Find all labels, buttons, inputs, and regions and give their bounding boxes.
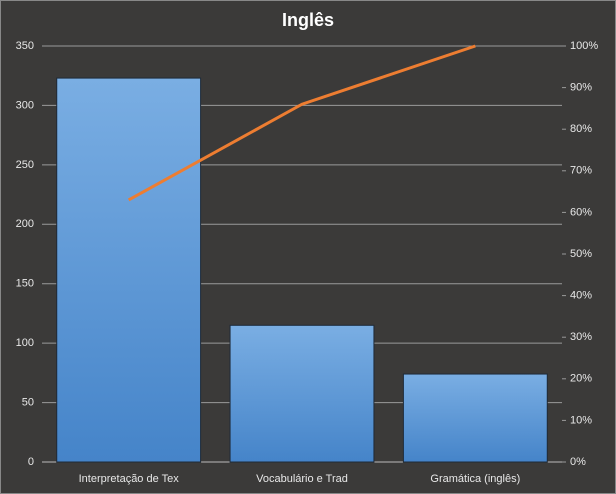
y-tick-label: 150 bbox=[16, 278, 34, 290]
y2-tick-label: 100% bbox=[570, 40, 598, 52]
y2-tick-label: 0% bbox=[570, 456, 586, 468]
y2-tick-label: 10% bbox=[570, 414, 592, 426]
bar bbox=[402, 373, 548, 463]
y-tick-label: 200 bbox=[16, 218, 34, 230]
y-tick-label: 300 bbox=[16, 99, 34, 111]
y2-tick-label: 20% bbox=[570, 373, 592, 385]
y2-tick-label: 90% bbox=[570, 82, 592, 94]
bar bbox=[229, 324, 375, 463]
y2-tick-label: 60% bbox=[570, 206, 592, 218]
y2-tick-label: 30% bbox=[570, 331, 592, 343]
y2-tick-label: 40% bbox=[570, 290, 592, 302]
y2-tick-label: 70% bbox=[570, 165, 592, 177]
chart-title: Inglês bbox=[282, 10, 334, 30]
y2-tick-label: 50% bbox=[570, 248, 592, 260]
y-tick-label: 350 bbox=[16, 40, 34, 52]
line bbox=[127, 44, 476, 202]
y-tick-label: 100 bbox=[16, 337, 34, 349]
x-tick-label: Vocabulário e Trad bbox=[256, 473, 348, 485]
x-tick-label: Interpretação de Tex bbox=[79, 473, 180, 485]
y-tick-label: 50 bbox=[22, 396, 34, 408]
y2-tick-label: 80% bbox=[570, 123, 592, 135]
bar bbox=[56, 77, 202, 463]
y-tick-label: 0 bbox=[28, 456, 34, 468]
y-tick-label: 250 bbox=[16, 159, 34, 171]
x-tick-label: Gramática (inglês) bbox=[430, 473, 520, 485]
